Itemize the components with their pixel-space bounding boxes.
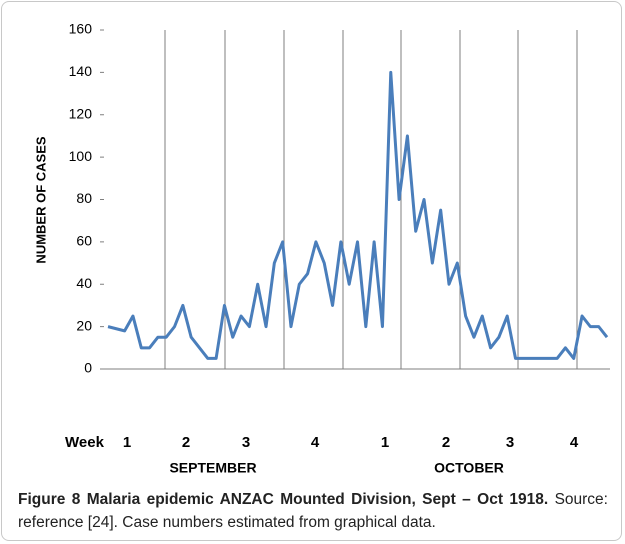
y-tick-label: 40 (76, 275, 92, 291)
month-label: SEPTEMBER (169, 460, 256, 476)
y-tick-label: 80 (76, 190, 92, 206)
y-tick-label: 140 (69, 63, 93, 79)
caption-label: Figure 8 (18, 491, 81, 508)
caption-title: Malaria epidemic ANZAC Mounted Division,… (86, 491, 549, 508)
y-tick-label: 120 (69, 105, 93, 121)
week-label: 4 (311, 434, 320, 451)
caption-text: Source: reference [24]. Case numbers est… (18, 491, 608, 531)
week-label: 3 (242, 434, 250, 451)
week-label: 3 (506, 434, 514, 451)
y-tick-label: 100 (69, 148, 93, 164)
week-label: 4 (570, 434, 579, 451)
y-axis-label: NUMBER OF CASES (33, 136, 48, 263)
y-tick-label: 60 (76, 233, 92, 249)
line-series (107, 70, 609, 360)
week-label: 2 (442, 434, 450, 451)
x-prefix: Week (65, 434, 105, 451)
week-label: 1 (123, 434, 131, 451)
week-label: 1 (381, 434, 389, 451)
week-label: 2 (182, 434, 190, 451)
y-tick-label: 160 (69, 21, 93, 37)
month-label: OCTOBER (434, 460, 504, 476)
y-tick-label: 0 (84, 360, 92, 376)
y-tick-label: 20 (76, 317, 92, 333)
caption: Figure 8 Malaria epidemic ANZAC Mounted … (18, 488, 608, 534)
